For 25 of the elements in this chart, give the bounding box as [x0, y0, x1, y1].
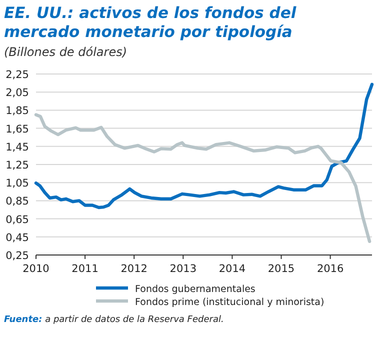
y-tick-label: 1,05 [6, 178, 29, 190]
y-tick-label: 1,85 [6, 105, 29, 118]
line-series [34, 113, 372, 244]
chart-subtitle: (Billones de dólares) [4, 45, 128, 59]
y-tick-label: 1,65 [6, 123, 29, 136]
y-tick-label: 1,25 [6, 160, 29, 172]
y-tick-label: 0,85 [6, 196, 29, 208]
line-series [34, 82, 374, 210]
y-tick-label: 0,65 [6, 214, 29, 226]
x-tick-label: 2016 [316, 263, 344, 275]
x-tick-label: 2013 [170, 263, 197, 275]
y-tick-label: 1,45 [6, 141, 29, 154]
x-tick-label: 2014 [218, 263, 246, 275]
y-tick-label: 0,25 [6, 250, 29, 262]
chart-title: EE. UU.: activos de los fondos del mercado monetario por tipología [4, 4, 297, 41]
x-tick-label: 2012 [120, 263, 148, 275]
x-tick-label: 2015 [268, 263, 295, 275]
x-tick-label: 2010 [22, 263, 50, 275]
y-tick-label: 2,25 [6, 69, 29, 81]
source-note: Fuente: a partir de datos de la Reserva Federal. [4, 315, 224, 325]
x-tick-label: 2011 [72, 263, 98, 275]
legend-label: Fondos prime (institucional y minorista) [135, 297, 324, 308]
y-tick-label: 0,45 [6, 232, 29, 244]
legend-label: Fondos gubernamentales [135, 284, 256, 295]
y-tick-label: 2,05 [6, 87, 29, 100]
